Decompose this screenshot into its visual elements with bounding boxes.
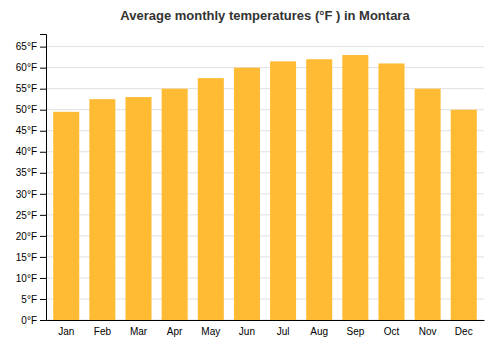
tick-mark: [40, 320, 46, 321]
tick: 60°F: [16, 62, 46, 73]
tick: Aug: [310, 320, 328, 337]
tick-label: Mar: [130, 326, 148, 337]
tick-label: 65°F: [16, 41, 37, 52]
tick: 15°F: [16, 252, 46, 263]
tick: 55°F: [16, 83, 46, 94]
tick-label: Jan: [58, 326, 74, 337]
tick-label: May: [201, 326, 220, 337]
bar: [378, 63, 404, 320]
tick: 5°F: [21, 294, 46, 305]
tick-mark: [40, 236, 46, 237]
tick-mark: [40, 131, 46, 132]
tick-label: 0°F: [21, 315, 37, 326]
tick-mark: [40, 68, 46, 69]
tick: Jul: [277, 320, 290, 337]
y-axis: 0°F 5°F 10°F 15°F 20°F 25°F 30°F 35°F 40°F 45°F 50…: [16, 35, 47, 326]
tick-mark: [40, 173, 46, 174]
bar: [342, 55, 368, 320]
tick: 35°F: [16, 167, 46, 178]
tick-mark: [40, 299, 46, 300]
bar: [306, 59, 332, 320]
tick: 50°F: [16, 104, 46, 115]
grid: [46, 47, 484, 320]
x-axis: Jan Feb Mar Apr May Jun Jul Aug Sep Oct Nov Dec: [47, 320, 485, 337]
tick-label: 25°F: [16, 210, 37, 221]
tick-label: Jun: [239, 326, 255, 337]
tick-label: Nov: [419, 326, 437, 337]
axis-line: [40, 35, 47, 321]
grid-line: [46, 67, 484, 68]
tick: Jan: [58, 320, 74, 337]
tick-mark: [40, 89, 46, 90]
title: Average monthly temperatures (°F ) in Mo…: [120, 8, 410, 23]
bar: [162, 89, 188, 320]
tick-mark: [40, 278, 46, 279]
tick-mark: [40, 257, 46, 258]
tick: Mar: [130, 320, 148, 337]
tick-label: 20°F: [16, 231, 37, 242]
tick: 40°F: [16, 146, 46, 157]
tick-label: 40°F: [16, 146, 37, 157]
chart: 0°F 5°F 10°F 15°F 20°F 25°F 30°F 35°F 40°F 45°F 50…: [0, 0, 500, 350]
tick-label: Jul: [277, 326, 290, 337]
bar: [270, 61, 296, 320]
plot-area: 0°F 5°F 10°F 15°F 20°F 25°F 30°F 35°F 40°F 45°F 50…: [16, 35, 485, 338]
bars: [53, 55, 477, 320]
tick-label: 45°F: [16, 125, 37, 136]
tick: Apr: [167, 320, 183, 337]
tick: Sep: [346, 320, 364, 337]
tick-mark: [40, 47, 46, 48]
bar: [53, 112, 79, 320]
bar: [89, 99, 115, 320]
tick-mark: [40, 215, 46, 216]
tick-label: 15°F: [16, 252, 37, 263]
tick-label: 30°F: [16, 189, 37, 200]
tick: May: [201, 320, 220, 337]
tick: Dec: [455, 320, 473, 337]
bar: [234, 68, 260, 320]
tick: Nov: [419, 320, 437, 337]
tick-label: 60°F: [16, 62, 37, 73]
tick: 30°F: [16, 189, 46, 200]
tick-label: Aug: [310, 326, 328, 337]
tick-label: 10°F: [16, 273, 37, 284]
tick-label: Apr: [167, 326, 183, 337]
tick: 25°F: [16, 210, 46, 221]
bar: [451, 110, 477, 320]
tick: Oct: [384, 320, 400, 337]
tick-mark: [40, 152, 46, 153]
tick: 45°F: [16, 125, 46, 136]
grid-line: [46, 46, 484, 47]
tick-label: Dec: [455, 326, 473, 337]
tick-label: 50°F: [16, 104, 37, 115]
tick-mark: [40, 110, 46, 111]
bar: [126, 97, 152, 320]
tick-label: 55°F: [16, 83, 37, 94]
tick-mark: [40, 194, 46, 195]
tick-label: Oct: [384, 326, 400, 337]
tick: Jun: [239, 320, 255, 337]
tick-label: Feb: [94, 326, 112, 337]
tick-label: 35°F: [16, 167, 37, 178]
tick: 65°F: [16, 41, 46, 52]
tick: 20°F: [16, 231, 46, 242]
bar: [415, 89, 441, 320]
tick: Feb: [94, 320, 112, 337]
axis-line: [47, 320, 485, 321]
bar: [198, 78, 224, 320]
tick-label: Sep: [346, 326, 364, 337]
tick: 10°F: [16, 273, 46, 284]
tick-label: 5°F: [21, 294, 37, 305]
tick: 0°F: [21, 315, 46, 326]
